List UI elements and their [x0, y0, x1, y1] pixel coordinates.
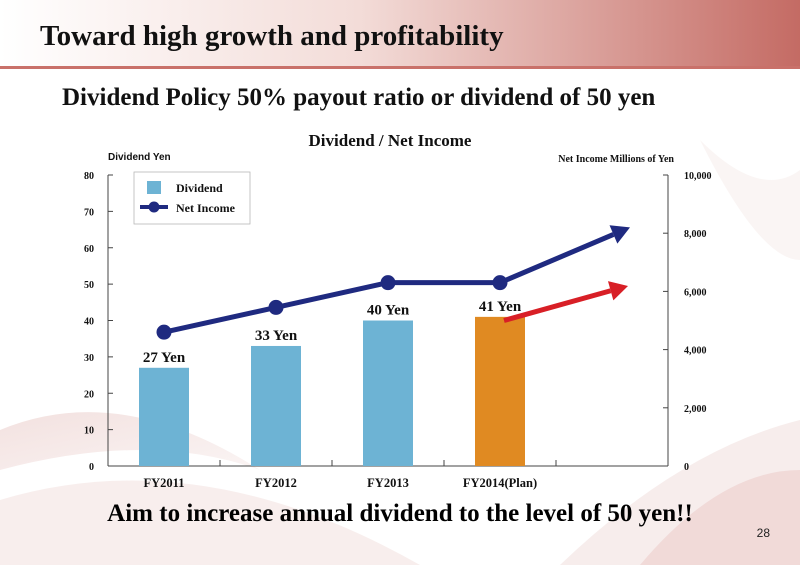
dividend-bar: [139, 367, 189, 466]
category-label: FY2011: [144, 476, 185, 490]
dividend-bar: [363, 320, 413, 466]
net-income-point: [492, 275, 508, 291]
net-income-point: [268, 299, 284, 315]
category-label: FY2014(Plan): [463, 476, 537, 490]
right-tick-label: 2,000: [684, 404, 707, 415]
left-tick-label: 0: [89, 462, 94, 473]
dividend-value-label: 41 Yen: [479, 299, 522, 315]
net-income-line: [163, 280, 500, 335]
dividend-bar-plan: [475, 316, 525, 466]
left-tick-label: 40: [84, 317, 94, 328]
legend-net-income-label: Net Income: [176, 201, 236, 215]
left-tick-label: 30: [84, 353, 94, 364]
left-tick-label: 80: [84, 171, 94, 182]
dividend-growth-arrow: [503, 288, 612, 323]
page-number: 28: [756, 526, 770, 540]
left-tick-label: 70: [84, 207, 94, 218]
left-tick-label: 10: [84, 426, 94, 437]
right-tick-label: 4,000: [684, 346, 707, 357]
dividend-value-label: 27 Yen: [143, 350, 186, 366]
left-tick-label: 50: [84, 280, 94, 291]
right-tick-label: 10,000: [684, 171, 712, 182]
category-label: FY2012: [255, 476, 297, 490]
legend-dividend-swatch: [147, 181, 161, 194]
slide-title: Toward high growth and profitability: [40, 20, 504, 52]
left-axis-caption: Dividend Yen: [108, 152, 171, 163]
dividend-growth-arrowhead: [607, 281, 628, 301]
dividend-value-label: 40 Yen: [367, 303, 410, 319]
left-tick-label: 20: [84, 389, 94, 400]
legend-net-income-marker: [148, 201, 160, 213]
legend-box: [133, 171, 251, 225]
right-tick-label: 8,000: [684, 229, 707, 240]
net-income-arrowhead: [609, 225, 630, 244]
dividend-policy-subtitle: Dividend Policy 50% payout ratio or divi…: [62, 84, 656, 111]
right-tick-label: 6,000: [684, 287, 707, 298]
right-tick-label: 0: [684, 462, 689, 473]
legend-dividend-label: Dividend: [176, 181, 223, 195]
right-axis-caption: Net Income Millions of Yen: [558, 154, 674, 165]
left-tick-label: 60: [84, 244, 94, 255]
dividend-bar: [251, 345, 301, 466]
net-income-projection-line: [499, 232, 615, 285]
net-income-point: [380, 275, 396, 291]
dividend-value-label: 33 Yen: [255, 328, 298, 344]
net-income-point: [156, 324, 172, 340]
category-label: FY2013: [367, 476, 409, 490]
dividend-goal-message: Aim to increase annual dividend to the l…: [107, 500, 693, 527]
chart-title: Dividend / Net Income: [309, 131, 472, 150]
